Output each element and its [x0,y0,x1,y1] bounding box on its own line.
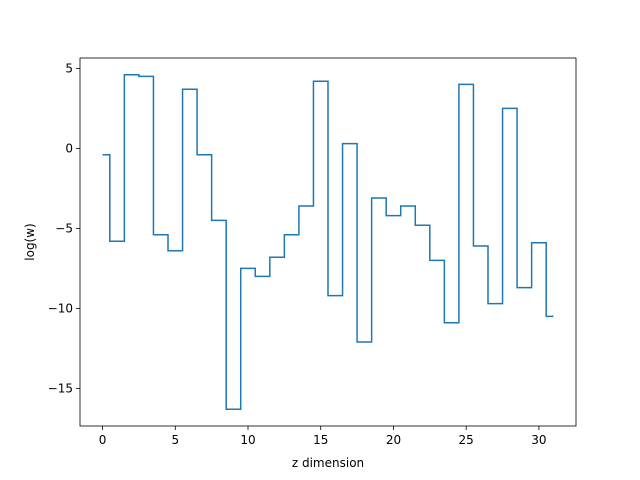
x-tick-label: 20 [386,433,401,447]
axes-frame [79,57,577,427]
y-tick-label: −5 [55,221,73,235]
x-axis-label: z dimension [292,456,364,470]
x-tick-label: 5 [171,433,179,447]
x-tick-label: 0 [99,433,107,447]
y-axis-label: log(w) [23,223,37,260]
y-tick-label: 5 [65,61,73,75]
x-tick-label: 15 [313,433,328,447]
y-tick-label: 0 [65,141,73,155]
x-axis-ticks: 0 5 10 15 20 25 30 [99,426,547,447]
y-tick-label: −15 [48,381,73,395]
y-axis-ticks: 5 0 −5 −10 −15 [48,61,80,395]
x-tick-label: 25 [459,433,474,447]
x-tick-label: 10 [240,433,255,447]
x-tick-label: 30 [531,433,546,447]
data-series-line [102,74,554,410]
y-tick-label: −10 [48,301,73,315]
